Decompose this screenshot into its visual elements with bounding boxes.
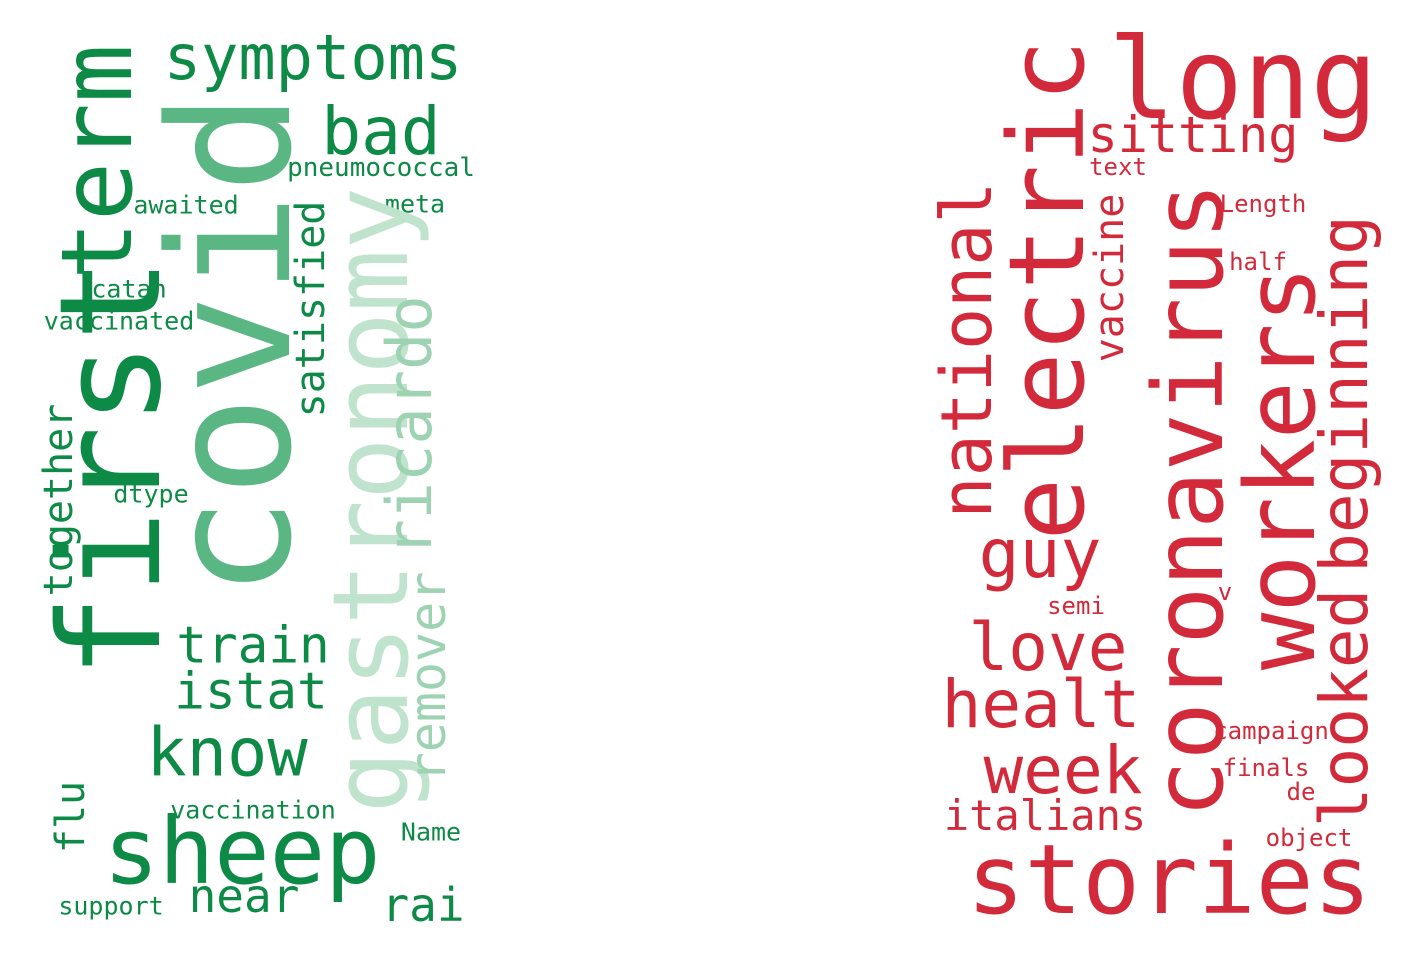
- word-finals: finals: [1222, 754, 1310, 782]
- word-semi: semi: [1047, 592, 1105, 620]
- word-object: object: [1265, 824, 1353, 852]
- word-guy: guy: [978, 515, 1102, 594]
- word-vaccinated: vaccinated: [43, 306, 195, 336]
- word-symptoms: symptoms: [163, 21, 463, 94]
- word-national: national: [926, 181, 1008, 519]
- word-length: Length: [1219, 190, 1307, 218]
- word-v: v: [1217, 578, 1233, 606]
- word-together: together: [36, 403, 82, 597]
- word-de: de: [1286, 778, 1316, 806]
- word-pneumococcal: pneumococcal: [287, 153, 475, 183]
- word-looked: looked: [1306, 588, 1383, 828]
- word-catan: catan: [91, 274, 167, 304]
- word-meta: meta: [384, 189, 446, 219]
- word-bad: bad: [321, 93, 441, 170]
- word-vaccination: vaccination: [170, 795, 336, 825]
- word-near: near: [188, 869, 300, 923]
- word-beginning: beginning: [1306, 215, 1383, 573]
- word-sheep: sheep: [103, 798, 381, 905]
- word-ricardo: ricardo: [373, 295, 446, 557]
- word-campaign: campaign: [1213, 717, 1329, 745]
- word-week: week: [983, 732, 1143, 809]
- word-sitting: sitting: [1087, 106, 1299, 164]
- word-remover: remover: [399, 571, 457, 783]
- word-istat: istat: [174, 662, 328, 722]
- word-healt: healt: [941, 666, 1141, 743]
- word-know: know: [146, 713, 308, 792]
- word-awaited: awaited: [133, 190, 239, 220]
- word-vaccine: vaccine: [1087, 193, 1133, 363]
- word-italians: italians: [943, 791, 1147, 840]
- word-support: support: [58, 891, 164, 921]
- word-stories: stories: [966, 824, 1372, 936]
- word-text: text: [1089, 153, 1147, 181]
- word-love: love: [968, 609, 1128, 686]
- word-cloud-right: long electric sitting text Length half n…: [709, 0, 1419, 966]
- word-long: long: [1108, 15, 1378, 145]
- word-half: half: [1229, 248, 1287, 276]
- word-flu: flu: [48, 780, 94, 854]
- word-dtype: dtype: [113, 479, 189, 509]
- word-name: Name: [400, 817, 462, 847]
- word-satisfied: satisfied: [288, 200, 334, 418]
- word-electric: electric: [986, 39, 1108, 541]
- word-cloud-left: symptoms bad pneumococcal awaited meta c…: [0, 0, 709, 966]
- word-train: train: [176, 616, 330, 676]
- word-rai: rai: [381, 878, 465, 932]
